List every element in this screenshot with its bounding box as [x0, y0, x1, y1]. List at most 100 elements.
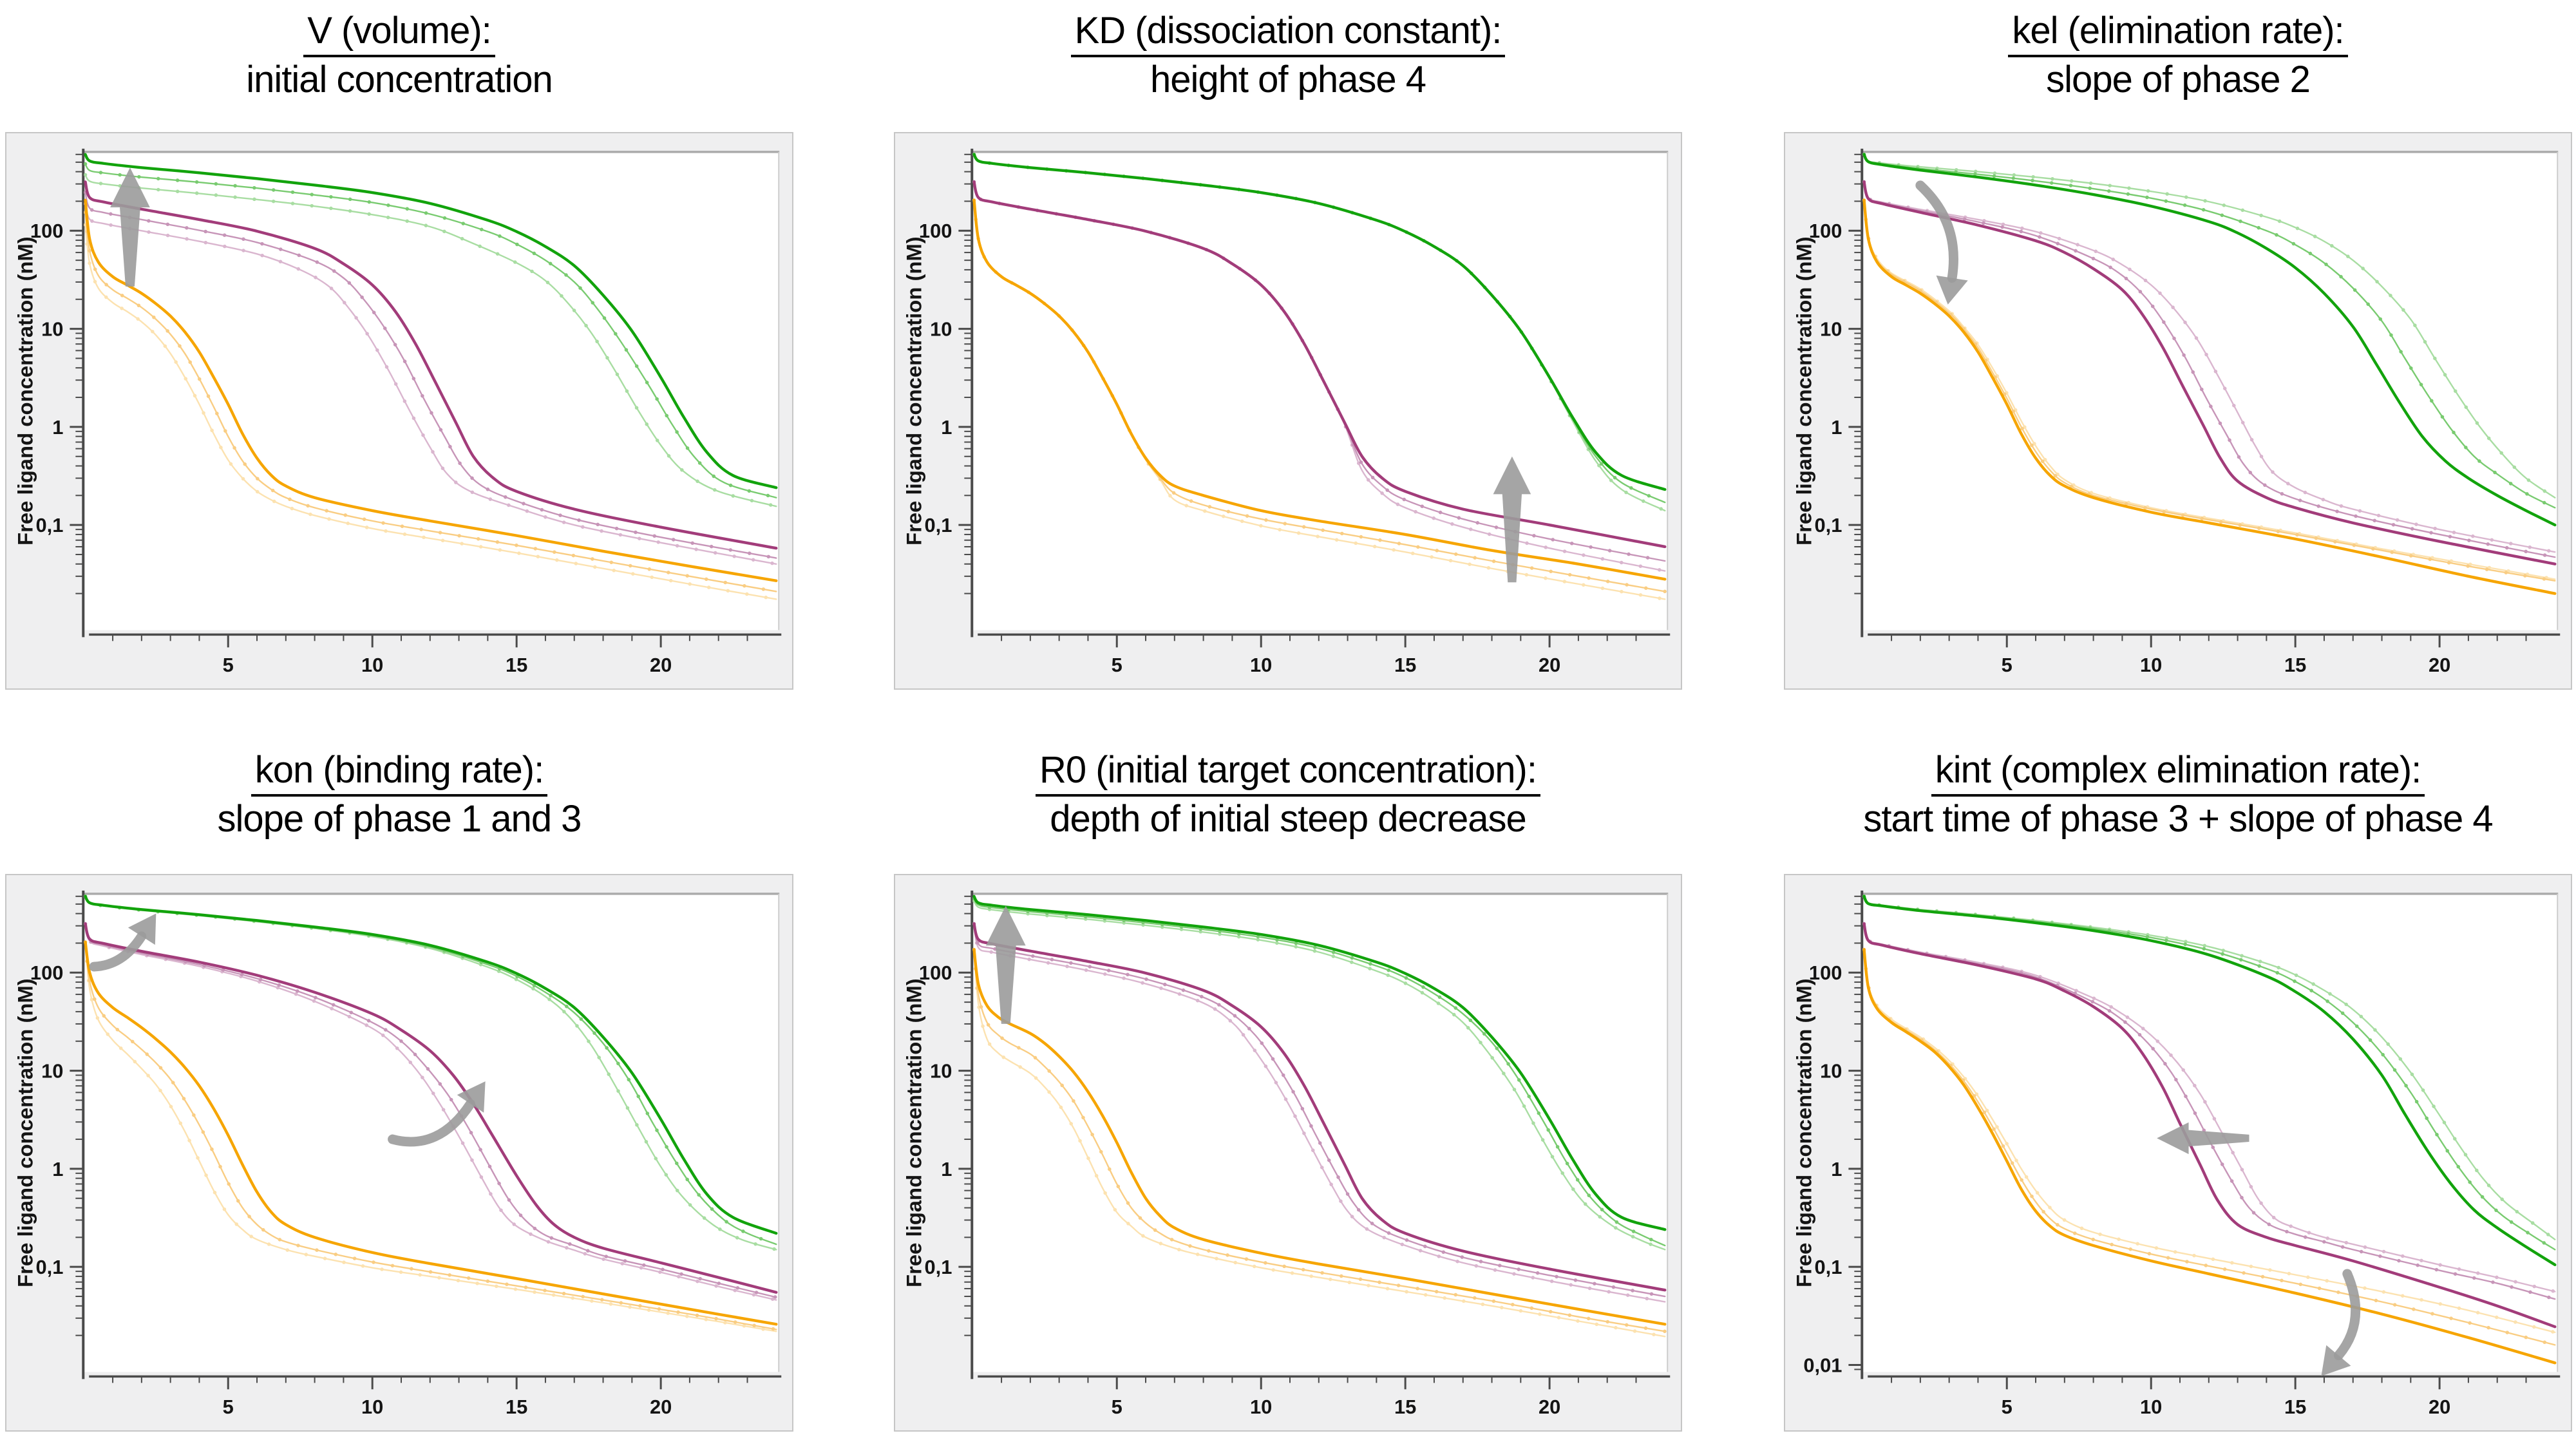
effect-arrow-head [2321, 1345, 2351, 1376]
title-line2: slope of phase 1 and 3 [217, 798, 582, 840]
effect-arrow [2333, 1269, 2361, 1361]
axes [70, 890, 782, 1390]
y-axis-title: Free ligand concentration (nM) [902, 978, 926, 1287]
y-axis-title: Free ligand concentration (nM) [902, 236, 926, 545]
series-group [972, 153, 1667, 601]
y-tick-label: 10 [41, 1060, 63, 1083]
effect-arrow [110, 167, 150, 287]
x-tick-label: 10 [1250, 1396, 1272, 1418]
x-tick-label: 20 [2429, 654, 2450, 676]
chart-panel-kd: 100 10 1 0,1 5 10 15 20 Time (hr) Free ligand con… [894, 132, 1682, 690]
effect-arrow-head [128, 913, 156, 945]
axes [958, 148, 1671, 648]
effect-arrow [1915, 180, 1958, 283]
x-tick-label: 15 [506, 1396, 527, 1418]
x-tick-label: 5 [223, 654, 234, 676]
title-line1: kon (binding rate): [5, 746, 793, 797]
annotation-arrows [1915, 180, 1968, 305]
y-tick-label: 100 [1809, 961, 1842, 984]
chart-title-kd: KD (dissociation constant): height of ph… [894, 6, 1682, 104]
chart-panel-v: 100 10 1 0,1 5 10 15 20 Time (hr) Free ligand con… [5, 132, 793, 690]
y-tick-label: 1 [1831, 416, 1842, 439]
chart-panel-kint: 100 10 1 0,1 0,01 5 10 15 20 Time (hr) Free ligand… [1784, 874, 2572, 1432]
y-tick-label: 1 [941, 416, 952, 439]
x-axis-title: Time (hr) [1274, 1428, 1364, 1430]
y-tick-label: 0,1 [36, 514, 64, 536]
x-tick-label: 15 [1394, 1396, 1416, 1418]
chart-canvas-r0: 100 10 1 0,1 5 10 15 20 Time (hr) Free ligand con… [902, 890, 1671, 1430]
curve-orange-light1 [1863, 199, 2556, 582]
y-axis-title: Free ligand concentration (nM) [1792, 978, 1816, 1287]
title-line1: V (volume): [5, 6, 793, 57]
y-tick-label: 0,1 [36, 1256, 64, 1278]
curve-orange-light1 [84, 941, 777, 1331]
plot-area [1862, 151, 2559, 630]
curve-orange-main [1862, 198, 2557, 595]
x-axis-title: Time (hr) [385, 687, 475, 688]
chart-canvas-kd: 100 10 1 0,1 5 10 15 20 Time (hr) Free ligand con… [902, 148, 1671, 688]
effect-arrow [2157, 1122, 2249, 1155]
title-line2: slope of phase 2 [2046, 59, 2311, 100]
y-tick-label: 1 [941, 1158, 952, 1180]
x-tick-label: 15 [506, 654, 527, 676]
y-tick-label: 0,1 [925, 1256, 952, 1278]
y-tick-label: 10 [41, 318, 63, 341]
curve-maroon-main [1862, 922, 2557, 1329]
chart-title-kon: kon (binding rate): slope of phase 1 and… [5, 746, 793, 844]
curve-green-main [972, 895, 1667, 1231]
axes [1848, 148, 2561, 648]
curve-dots-maroon-light2 [84, 922, 779, 1302]
curve-orange-main [972, 198, 1667, 581]
effect-arrow [388, 1099, 475, 1147]
annotation-arrows [2157, 1122, 2361, 1376]
curve-dots-maroon-light1 [84, 922, 779, 1300]
curve-maroon-main [84, 922, 778, 1294]
curve-maroon-main [84, 180, 778, 550]
title-line1: R0 (initial target concentration): [894, 746, 1682, 797]
curve-green-light1 [1863, 153, 2556, 509]
effect-arrow [1493, 456, 1531, 583]
y-tick-label: 1 [52, 416, 63, 439]
x-tick-label: 5 [2002, 654, 2012, 676]
plot-area [972, 893, 1669, 1372]
x-tick-label: 20 [2429, 1396, 2450, 1418]
curve-orange-main [1862, 948, 2557, 1365]
title-line1: KD (dissociation constant): [894, 6, 1682, 57]
annotation-arrows [985, 905, 1026, 1024]
axes [1848, 890, 2561, 1390]
y-tick-label: 100 [919, 961, 952, 984]
curve-dots-green-light2 [1862, 153, 2557, 500]
curve-orange-light1 [84, 211, 777, 592]
curve-green-main [1862, 153, 2557, 527]
curve-green-main [84, 895, 778, 1235]
series-group [84, 895, 779, 1334]
x-tick-label: 20 [650, 1396, 672, 1418]
y-axis-title: Free ligand concentration (nM) [14, 236, 37, 545]
y-tick-label: 100 [30, 961, 63, 984]
x-tick-label: 20 [1539, 654, 1560, 676]
curve-green-main [84, 153, 778, 489]
title-line2: depth of initial steep decrease [1050, 798, 1527, 840]
curve-dots-orange-light1 [1862, 947, 2557, 1347]
chart-canvas-v: 100 10 1 0,1 5 10 15 20 Time (hr) Free ligand con… [14, 148, 782, 688]
x-tick-label: 5 [1112, 654, 1122, 676]
series-group [1862, 895, 2557, 1365]
title-line2: initial concentration [246, 59, 553, 100]
x-tick-label: 10 [2140, 1396, 2162, 1418]
y-axis-title: Free ligand concentration (nM) [1792, 236, 1816, 545]
curve-dots-orange-light2 [84, 940, 779, 1334]
chart-title-kint: kint (complex elimination rate): start t… [1784, 746, 2572, 844]
curve-orange-main [84, 940, 778, 1326]
title-line2: start time of phase 3 + slope of phase 4 [1863, 798, 2493, 840]
curve-orange-light2 [973, 949, 1666, 1338]
x-tick-label: 10 [361, 1396, 383, 1418]
curve-dots-maroon-light1 [972, 922, 1667, 1298]
curve-orange-light1 [973, 949, 1666, 1332]
x-tick-label: 10 [2140, 654, 2162, 676]
curve-orange-light2 [1863, 199, 2556, 580]
chart-panel-kon: 100 10 1 0,1 5 10 15 20 Time (hr) Free ligand con… [5, 874, 793, 1432]
axes [958, 890, 1671, 1390]
x-axis-title: Time (hr) [1274, 687, 1364, 688]
x-tick-label: 20 [650, 654, 672, 676]
